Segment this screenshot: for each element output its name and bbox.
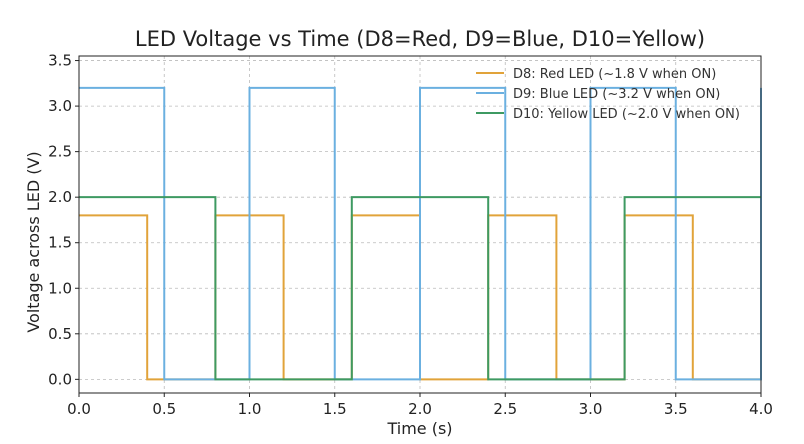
legend-label-0: D8: Red LED (~1.8 V when ON) — [513, 67, 716, 82]
y-axis-title: Voltage across LED (V) — [24, 151, 43, 332]
y-tick-label: 2.0 — [48, 188, 72, 206]
x-tick-label: 0.5 — [152, 400, 176, 418]
series-line-1 — [79, 86, 762, 381]
x-axis-title: Time (s) — [386, 419, 452, 438]
x-tick-label: 3.0 — [579, 400, 603, 418]
y-tick-label: 0.5 — [48, 325, 72, 343]
y-tick-label: 3.0 — [48, 97, 72, 115]
series-line-2 — [79, 196, 761, 381]
y-tick-label: 1.5 — [48, 234, 72, 252]
y-tick-label: 1.0 — [48, 279, 72, 297]
x-tick-label: 0.0 — [67, 400, 91, 418]
legend: D8: Red LED (~1.8 V when ON) D9: Blue LED… — [476, 67, 740, 122]
x-tick-label: 2.0 — [408, 400, 432, 418]
x-tick-label: 1.5 — [323, 400, 347, 418]
chart-title: LED Voltage vs Time (D8=Red, D9=Blue, D1… — [135, 27, 705, 51]
legend-label-1: D9: Blue LED (~3.2 V when ON) — [513, 87, 720, 102]
y-tick-label: 2.5 — [48, 143, 72, 161]
x-tick-label: 3.5 — [664, 400, 688, 418]
y-tick-label: 3.5 — [48, 52, 72, 70]
y-tick-label: 0.0 — [48, 370, 72, 388]
x-tick-label: 2.5 — [493, 400, 517, 418]
x-tick-label: 4.0 — [749, 400, 773, 418]
axes-layer: 0.0 0.5 1.0 1.5 2.0 2.5 3.0 3.5 4.0 0.0 0.5 1.0 1.5 2… — [48, 52, 773, 418]
x-tick-label: 1.0 — [238, 400, 262, 418]
legend-label-2: D10: Yellow LED (~2.0 V when ON) — [513, 107, 740, 122]
series-layer — [79, 86, 762, 381]
